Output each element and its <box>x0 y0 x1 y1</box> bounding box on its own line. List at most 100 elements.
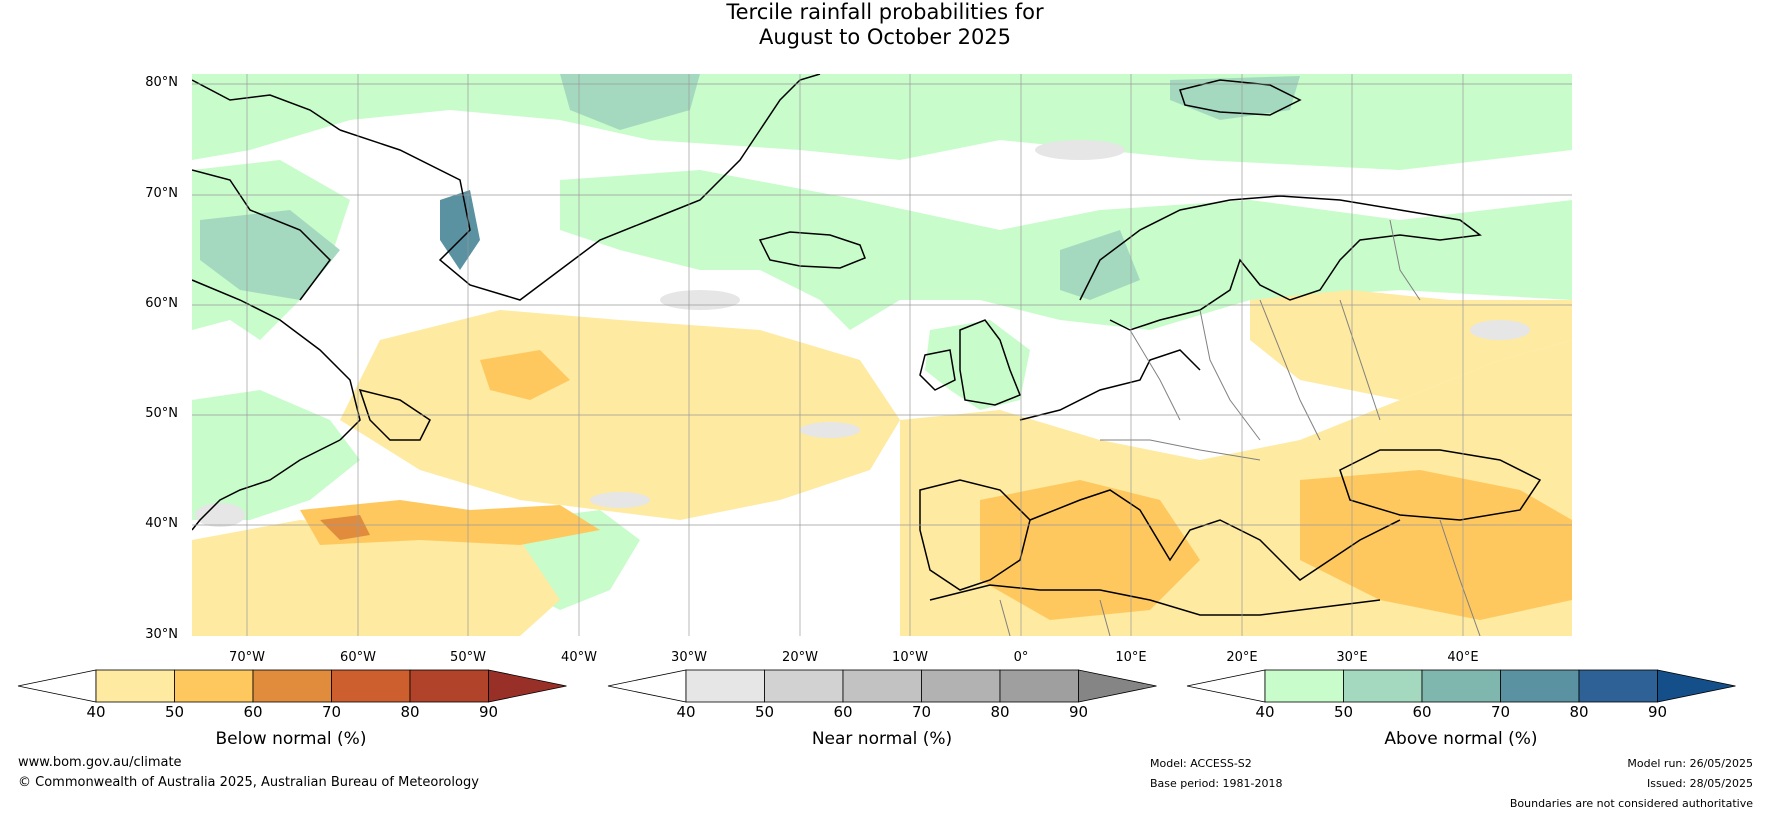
colorbar-title-above: Above normal (%) <box>1384 729 1538 749</box>
colorbar-above-tick: 90 <box>1647 703 1668 721</box>
colorbar-near-segment <box>921 669 1001 703</box>
above-normal-region-newfoundland <box>192 390 360 520</box>
border-line-3 <box>1259 299 1321 441</box>
colorbar-near-tick: 40 <box>676 703 696 721</box>
colorbar-below-tick: 60 <box>243 703 263 721</box>
border-line-4 <box>1100 439 1261 461</box>
coastline-ireland <box>919 349 956 391</box>
above-normal-dark-region-3 <box>1060 230 1140 300</box>
above-normal-dark-region-1 <box>200 210 340 300</box>
below-normal-region-russia <box>1250 290 1572 400</box>
probability-shading <box>192 74 1572 636</box>
colorbar-above-segment <box>1500 669 1580 703</box>
lon-label: 20°E <box>1226 650 1258 665</box>
footer-disclaimer: Boundaries are not considered authoritat… <box>1509 797 1753 810</box>
colorbar-below-tick: 50 <box>164 703 185 721</box>
footer-model: Model: ACCESS-S2 <box>1150 757 1252 770</box>
lat-label: 50°N <box>145 406 178 421</box>
colorbar-title-below: Below normal (%) <box>215 729 367 749</box>
coastline-iberia <box>919 479 1031 591</box>
near-normal-patch-1 <box>660 290 740 310</box>
colorbar-above-tick: 50 <box>1333 703 1354 721</box>
near-normal-patch-6 <box>590 492 650 508</box>
coastline-svalbard <box>1179 79 1302 116</box>
chart-title: Tercile rainfall probabilities for Augus… <box>0 0 1770 50</box>
border-line-5 <box>1339 299 1381 421</box>
lon-label: 20°W <box>782 650 818 665</box>
above-normal-dark-region-2 <box>560 74 700 130</box>
colorbar-near-tick: 60 <box>833 703 853 721</box>
lat-label: 60°N <box>145 296 178 311</box>
colorbar-near-segment <box>764 669 844 703</box>
colorbar-near-extension-low <box>607 669 687 703</box>
colorbar-near-segment <box>842 669 922 703</box>
above-normal-region-british-isles <box>925 320 1030 410</box>
colorbar-below-segment <box>331 669 411 703</box>
below-normal-mid-region-1 <box>980 480 1200 620</box>
colorbar-above-tick: 60 <box>1412 703 1432 721</box>
coastline-us-east <box>192 439 341 531</box>
colorbar-near-extension-high <box>1078 669 1157 703</box>
lat-label: 80°N <box>145 75 178 90</box>
coastline-labrador <box>192 279 361 441</box>
coastline-newfoundland-coast <box>358 388 431 441</box>
lon-label: 0° <box>1013 650 1029 665</box>
lat-label: 30°N <box>145 627 178 642</box>
title-line-1: Tercile rainfall probabilities for <box>726 0 1044 24</box>
colorbar-above-tick: 70 <box>1490 703 1511 721</box>
colorbar-near-segment <box>999 669 1079 703</box>
colorbar-near-tick: 90 <box>1068 703 1089 721</box>
coastline-black-sea <box>1339 449 1542 521</box>
coastline-scandinavia <box>1079 195 1482 331</box>
lat-label: 70°N <box>145 186 178 201</box>
colorbar-below-segment <box>174 669 254 703</box>
colorbar-below-segment <box>252 669 332 703</box>
coastline-iceland <box>758 231 866 269</box>
footer-website: www.bom.gov.au/climate <box>18 755 182 770</box>
colorbar-above-extension-low <box>1186 669 1266 703</box>
lon-label: 70°W <box>229 650 265 665</box>
footer-base-period: Base period: 1981-2018 <box>1150 777 1283 790</box>
country-borders <box>999 219 1481 636</box>
below-normal-mid-region-3 <box>300 500 600 545</box>
footer-issued: Issued: 28/05/2025 <box>1646 777 1753 790</box>
footer-model-run: Model run: 26/05/2025 <box>1627 757 1753 770</box>
coastline-canada-north <box>192 79 341 131</box>
colorbar-below-tick: 90 <box>478 703 499 721</box>
lat-label: 40°N <box>145 516 178 531</box>
colorbar-near-tick: 80 <box>990 703 1010 721</box>
colorbar-below-tick: 40 <box>86 703 106 721</box>
colorbar-above-segment <box>1264 669 1344 703</box>
near-normal-patch-3 <box>800 422 860 438</box>
lon-label: 30°W <box>671 650 707 665</box>
colorbar-below-tick: 80 <box>400 703 420 721</box>
border-line-8 <box>1439 519 1481 636</box>
coastline-baffin <box>192 169 331 301</box>
coastline-greenland <box>339 74 821 301</box>
colorbars <box>17 669 1736 703</box>
below-normal-high-region <box>320 515 370 540</box>
colorbar-near-tick: 50 <box>754 703 775 721</box>
border-line-2 <box>1129 329 1181 421</box>
border-line-1 <box>1199 309 1261 441</box>
title-line-2: August to October 2025 <box>758 25 1012 49</box>
colorbar-below-extension-high <box>488 669 567 703</box>
graticule <box>192 74 1572 636</box>
coastline-europe-west <box>1019 349 1201 421</box>
lon-label: 50°W <box>450 650 486 665</box>
below-normal-mid-region-4 <box>480 350 570 400</box>
border-line-6 <box>999 599 1011 636</box>
colorbar-below-segment <box>95 669 175 703</box>
coastline-north-africa <box>929 584 1381 616</box>
colorbar-above-tick: 80 <box>1569 703 1589 721</box>
colorbar-above-segment <box>1578 669 1658 703</box>
colorbar-near-segment <box>685 669 765 703</box>
lon-label: 60°W <box>340 650 376 665</box>
lon-label: 40°W <box>561 650 597 665</box>
colorbar-below-segment <box>409 669 489 703</box>
colorbar-title-near: Near normal (%) <box>811 729 953 749</box>
lon-label: 30°E <box>1336 650 1368 665</box>
border-line-7 <box>1099 599 1111 636</box>
lon-label: 10°E <box>1115 650 1147 665</box>
